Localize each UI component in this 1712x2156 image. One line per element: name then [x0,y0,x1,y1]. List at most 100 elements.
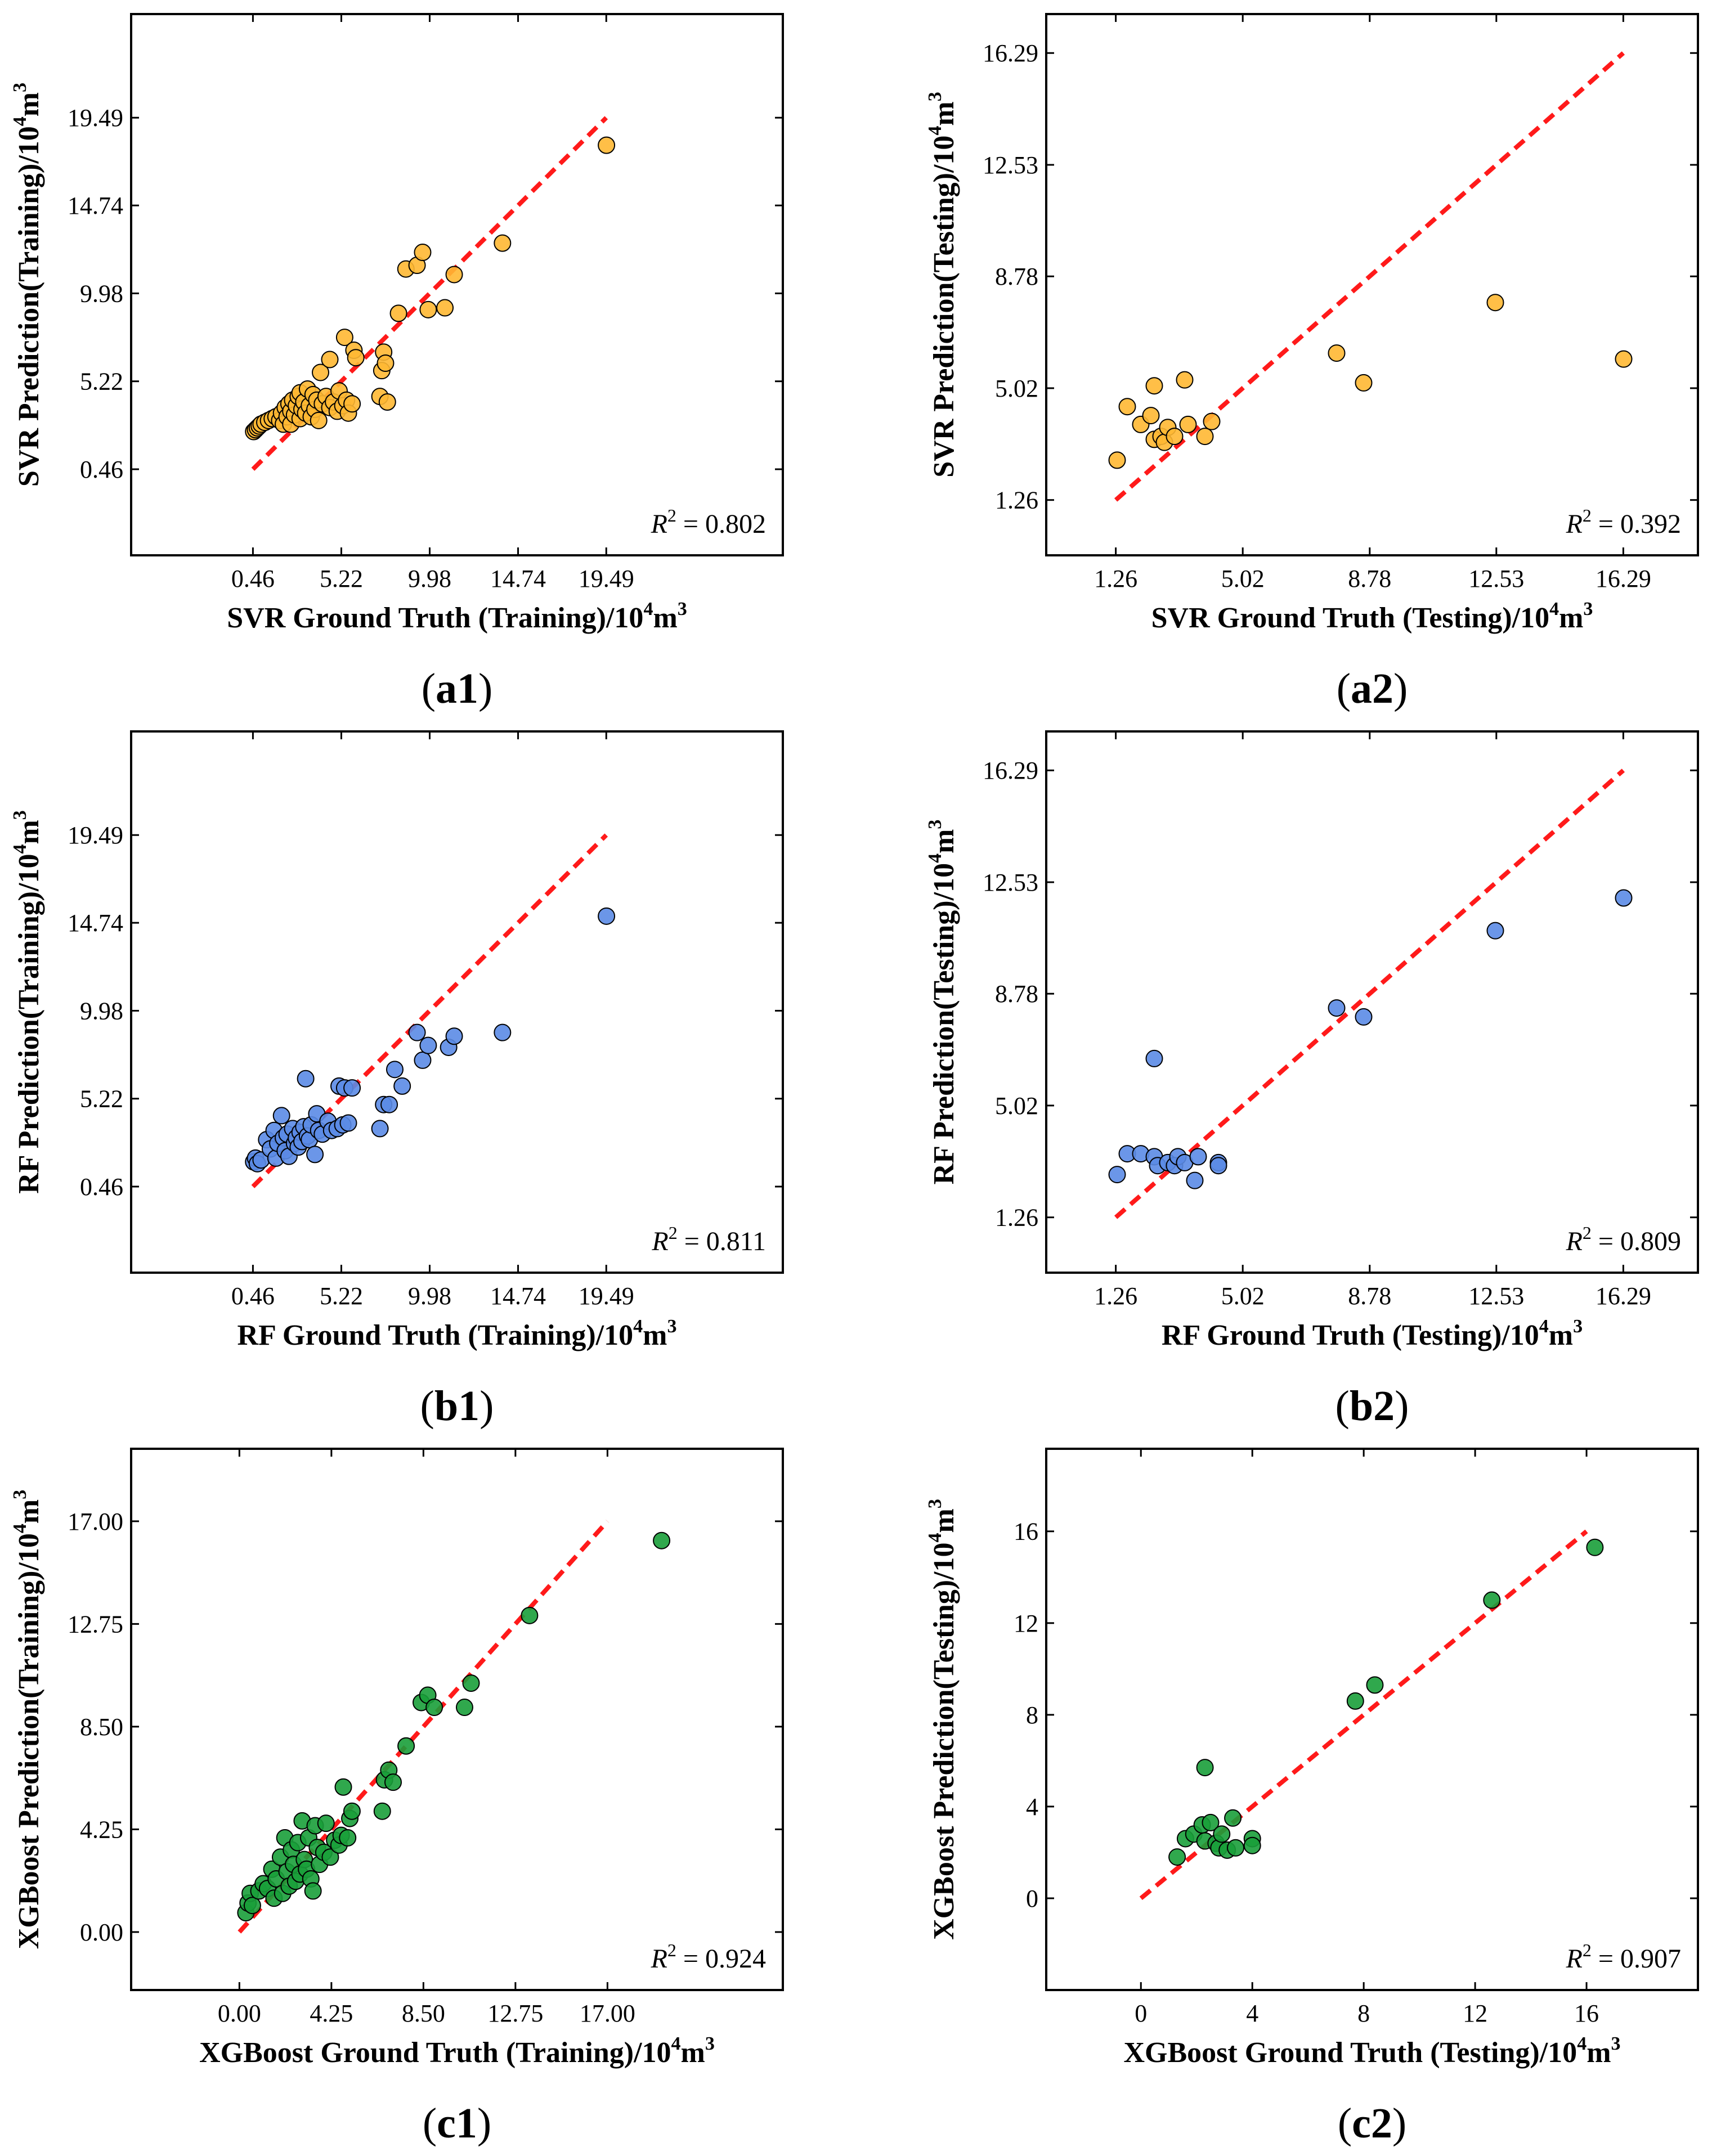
plot-frame [130,730,784,1274]
data-point [1346,1692,1364,1710]
y-tick-label: 12.53 [983,151,1038,179]
panel-caption: (c2) [1338,2100,1406,2147]
plot-frame [1045,1448,1699,1991]
data-point [494,234,512,252]
x-tick-label: 8 [1357,2000,1370,2027]
data-point [436,299,454,317]
y-tick-label: 12 [1014,1610,1038,1637]
y-tick-label: 9.98 [80,997,123,1025]
x-tick-label: 12 [1463,2000,1487,2027]
data-point [1615,889,1633,907]
data-point [312,363,330,381]
y-axis-label: SVR Prediction(Testing)/104m3 [925,92,960,477]
ideal-fit-line [1114,769,1625,1219]
data-point [1202,1813,1220,1831]
data-point [494,1023,512,1041]
y-tick-label: 9.98 [80,280,123,307]
data-point [1189,1148,1207,1166]
y-axis-label: XGBoost Prediction(Training)/104m3 [10,1490,45,1949]
data-point [384,1773,402,1791]
x-tick-label: 12.75 [487,2000,543,2027]
x-axis-label: XGBoost Ground Truth (Training)/104m3 [199,2033,715,2069]
y-tick-label: 14.74 [68,909,123,937]
data-point [455,1699,473,1717]
x-tick-label: 5.02 [1221,1282,1265,1310]
data-point [1486,922,1504,940]
y-axis-label: SVR Prediction(Training)/104m3 [10,83,45,487]
data-point [1196,1759,1214,1777]
x-tick-label: 16.29 [1596,565,1651,592]
data-point [310,411,328,429]
plot-frame [1045,13,1699,556]
data-point [462,1674,480,1692]
x-tick-label: 9.98 [408,1282,451,1310]
data-point [521,1606,539,1624]
data-point [1186,1171,1204,1189]
data-point [1355,1008,1373,1026]
data-point [373,1802,391,1820]
data-point [1243,1836,1261,1854]
data-point [425,1699,443,1717]
data-point [386,1061,404,1079]
data-point [1209,1157,1227,1175]
x-tick-label: 12.53 [1468,565,1524,592]
data-point [306,1146,324,1164]
chart-panel-b2: 1.26 5.02 8.78 12.53 16.29 1.26 5.02 8.78 12.53 1… [925,730,1699,1430]
r-squared-annotation: R2 = 0.924 [651,1940,766,1974]
data-point [1118,398,1136,416]
data-point [1366,1676,1384,1694]
panel-caption: (a1) [422,665,493,712]
chart-panel-a2: 1.26 5.02 8.78 12.53 16.29 1.26 5.02 8.78 12.53 1… [925,13,1699,712]
x-tick-label: 5.22 [320,1282,363,1310]
y-tick-label: 8.50 [80,1713,123,1741]
data-point [1168,1848,1186,1866]
x-tick-label: 19.49 [579,565,634,592]
data-point [393,1077,411,1095]
data-point [321,351,339,369]
ideal-fit-line [237,1520,609,1934]
data-point [389,304,407,322]
data-point [598,136,616,154]
data-point [1145,1049,1163,1067]
data-point [397,1737,415,1755]
data-point [243,1897,261,1915]
x-tick-label: 19.49 [579,1282,634,1310]
data-point [1196,428,1214,446]
y-tick-label: 4.25 [80,1816,123,1843]
data-point [1145,377,1163,395]
data-point [334,1778,352,1796]
x-tick-label: 12.53 [1468,1282,1524,1310]
data-point [1615,350,1633,368]
y-tick-label: 0 [1026,1885,1038,1912]
x-tick-label: 17.00 [580,2000,635,2027]
y-tick-label: 19.49 [68,821,123,849]
data-point [347,349,365,367]
r-squared-annotation: R2 = 0.392 [1566,505,1681,539]
y-axis-label: RF Prediction(Testing)/104m3 [925,820,960,1185]
data-point [598,907,616,925]
y-tick-label: 12.75 [68,1610,123,1638]
x-tick-label: 8.50 [402,2000,445,2027]
y-tick-label: 16 [1014,1518,1038,1546]
x-axis-label: SVR Ground Truth (Testing)/104m3 [1151,599,1593,634]
data-point [1108,451,1126,469]
chart-panel-c2: 0 4 8 12 16 0 4 8 12 16 R2 = 0.907 XGBoost Ground T… [925,1448,1699,2147]
data-point [321,1848,339,1866]
y-axis-label: XGBoost Prediction(Testing)/104m3 [925,1499,960,1940]
data-point [380,1095,398,1113]
x-tick-label: 9.98 [408,565,451,592]
data-point [414,1051,432,1069]
y-tick-label: 0.00 [80,1919,123,1946]
panel-caption: (b2) [1335,1382,1409,1430]
y-tick-label: 17.00 [68,1508,123,1535]
y-axis-label: RF Prediction(Training)/104m3 [10,810,45,1194]
ideal-fit-line [1139,1529,1588,1901]
panel-caption: (b1) [420,1382,494,1430]
data-point [343,1802,361,1820]
y-tick-label: 12.53 [983,869,1038,896]
data-point [317,1814,335,1832]
r-squared-annotation: R2 = 0.811 [651,1223,766,1256]
y-tick-label: 14.74 [68,192,123,219]
x-tick-label: 16 [1574,2000,1599,2027]
